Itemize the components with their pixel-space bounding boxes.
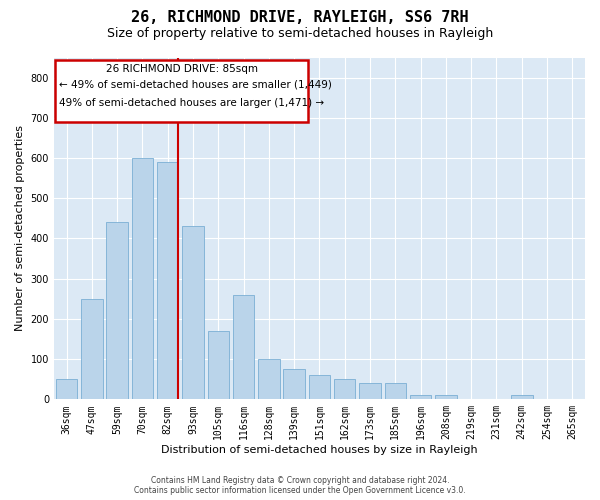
Bar bbox=[359, 383, 381, 400]
Y-axis label: Number of semi-detached properties: Number of semi-detached properties bbox=[15, 126, 25, 332]
Bar bbox=[56, 379, 77, 400]
Bar bbox=[157, 162, 178, 400]
Bar bbox=[283, 369, 305, 400]
Bar bbox=[81, 299, 103, 400]
Bar bbox=[106, 222, 128, 400]
X-axis label: Distribution of semi-detached houses by size in Rayleigh: Distribution of semi-detached houses by … bbox=[161, 445, 478, 455]
Bar bbox=[233, 295, 254, 400]
Bar bbox=[435, 396, 457, 400]
Bar bbox=[208, 331, 229, 400]
Bar bbox=[385, 383, 406, 400]
Bar bbox=[131, 158, 153, 400]
Bar bbox=[182, 226, 204, 400]
Bar bbox=[334, 379, 355, 400]
Bar bbox=[309, 375, 330, 400]
Text: 26 RICHMOND DRIVE: 85sqm: 26 RICHMOND DRIVE: 85sqm bbox=[106, 64, 257, 74]
Text: 49% of semi-detached houses are larger (1,471) →: 49% of semi-detached houses are larger (… bbox=[59, 98, 324, 108]
Text: ← 49% of semi-detached houses are smaller (1,449): ← 49% of semi-detached houses are smalle… bbox=[59, 80, 332, 90]
Text: Size of property relative to semi-detached houses in Rayleigh: Size of property relative to semi-detach… bbox=[107, 28, 493, 40]
Text: Contains HM Land Registry data © Crown copyright and database right 2024.
Contai: Contains HM Land Registry data © Crown c… bbox=[134, 476, 466, 495]
FancyBboxPatch shape bbox=[55, 60, 308, 122]
Text: 26, RICHMOND DRIVE, RAYLEIGH, SS6 7RH: 26, RICHMOND DRIVE, RAYLEIGH, SS6 7RH bbox=[131, 10, 469, 25]
Bar bbox=[410, 396, 431, 400]
Bar bbox=[258, 359, 280, 400]
Bar bbox=[511, 396, 533, 400]
